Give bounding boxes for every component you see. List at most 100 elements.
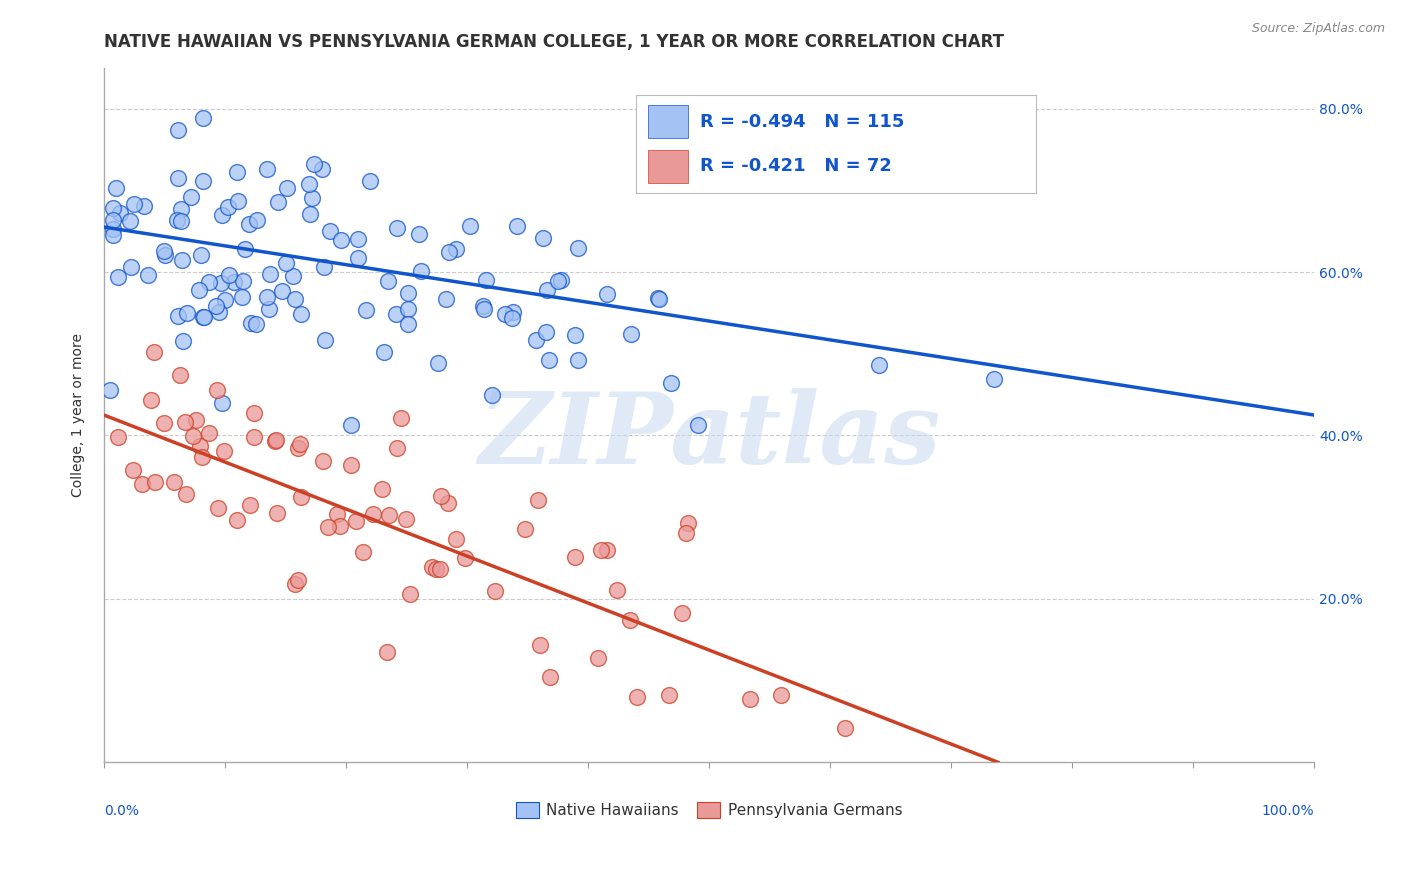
- Point: [143, 475, 166, 490]
- Point: [239, 498, 262, 512]
- Point: [259, 267, 281, 281]
- Point: [242, 430, 264, 444]
- Point: [606, 583, 628, 598]
- Point: [122, 197, 145, 211]
- Point: [458, 219, 481, 233]
- Point: [190, 248, 212, 262]
- Point: [131, 477, 153, 491]
- Point: [108, 205, 131, 219]
- Point: [170, 214, 193, 228]
- Point: [172, 334, 194, 348]
- Point: [242, 406, 264, 420]
- Point: [326, 507, 349, 521]
- Point: [226, 514, 249, 528]
- Point: [524, 334, 547, 348]
- Point: [740, 692, 762, 706]
- Point: [238, 218, 260, 232]
- Point: [329, 519, 352, 533]
- Point: [626, 690, 648, 705]
- Point: [538, 670, 561, 684]
- Point: [207, 383, 229, 397]
- Point: [361, 507, 384, 521]
- Point: [209, 277, 232, 291]
- Point: [190, 439, 212, 453]
- Point: [834, 721, 856, 735]
- Point: [214, 444, 236, 458]
- Point: [501, 311, 523, 326]
- Point: [329, 233, 352, 247]
- Point: [246, 213, 269, 227]
- Point: [107, 269, 129, 284]
- Point: [502, 305, 524, 319]
- Point: [385, 442, 408, 456]
- Text: Source: ZipAtlas.com: Source: ZipAtlas.com: [1251, 22, 1385, 36]
- Point: [122, 463, 145, 477]
- Point: [648, 292, 671, 306]
- Point: [385, 306, 408, 320]
- Point: [429, 562, 451, 576]
- Point: [474, 272, 496, 286]
- Point: [100, 383, 122, 397]
- Point: [676, 516, 699, 531]
- Point: [267, 195, 290, 210]
- Text: 100.0%: 100.0%: [1261, 804, 1315, 818]
- Point: [120, 260, 142, 274]
- Point: [344, 514, 367, 528]
- Point: [436, 496, 458, 510]
- Point: [371, 482, 394, 496]
- Point: [142, 345, 165, 359]
- Point: [378, 508, 401, 522]
- Point: [169, 368, 191, 383]
- Point: [101, 227, 124, 242]
- Point: [193, 310, 215, 324]
- Point: [218, 200, 240, 214]
- Point: [240, 316, 263, 330]
- Point: [153, 244, 176, 258]
- Point: [347, 232, 370, 246]
- Point: [444, 242, 467, 256]
- Point: [198, 276, 221, 290]
- Point: [564, 550, 586, 565]
- Point: [284, 293, 307, 307]
- Point: [174, 486, 197, 500]
- Point: [868, 358, 890, 372]
- Point: [589, 543, 612, 558]
- Point: [105, 180, 128, 194]
- Point: [256, 162, 278, 177]
- Point: [167, 170, 190, 185]
- Point: [377, 273, 399, 287]
- Point: [170, 202, 193, 216]
- Point: [471, 299, 494, 313]
- Point: [444, 533, 467, 547]
- Point: [191, 174, 214, 188]
- Point: [276, 181, 298, 195]
- Point: [290, 307, 312, 321]
- Point: [688, 417, 710, 432]
- Point: [385, 220, 408, 235]
- Point: [550, 273, 572, 287]
- Point: [233, 242, 256, 256]
- Point: [270, 285, 292, 299]
- Point: [103, 212, 125, 227]
- Point: [481, 388, 503, 402]
- Point: [531, 231, 554, 245]
- Point: [211, 208, 233, 222]
- Point: [193, 310, 215, 324]
- Point: [567, 242, 589, 256]
- Point: [198, 425, 221, 440]
- Point: [398, 587, 420, 601]
- Point: [396, 286, 419, 301]
- Point: [564, 328, 586, 343]
- Point: [222, 276, 245, 290]
- Point: [430, 489, 453, 503]
- Point: [274, 256, 297, 270]
- Point: [218, 268, 240, 282]
- Point: [340, 418, 363, 433]
- Point: [318, 224, 340, 238]
- Point: [231, 290, 253, 304]
- Point: [107, 430, 129, 444]
- Point: [266, 507, 288, 521]
- Text: ZIPatlas: ZIPatlas: [478, 388, 941, 484]
- Point: [162, 475, 184, 490]
- Point: [184, 413, 207, 427]
